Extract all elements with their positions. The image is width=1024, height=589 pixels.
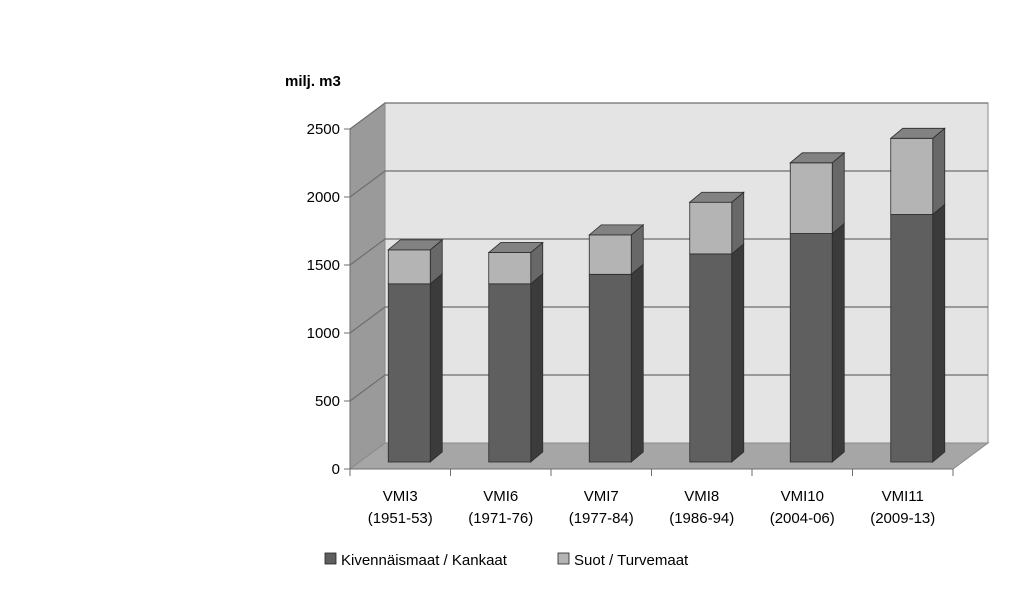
x-tick-label-2-0: VMI7 [584,488,619,505]
bar-side-1-5 [932,127,946,216]
bar-1-3 [688,191,745,255]
y-tick-label-2000: 2000 [307,189,340,206]
left-wall [349,102,386,470]
gridlines [349,102,988,402]
bar-front-0-1 [488,283,532,463]
bar-top-5 [889,127,946,139]
y-tick-label-1500: 1500 [307,257,340,274]
bar-top-1 [487,242,544,253]
x-tick-label-2-1: (1977-84) [569,510,634,527]
bar-side-0-0 [429,272,443,463]
x-tick-label-4-0: VMI10 [781,488,824,505]
bar-side-0-2 [630,263,644,463]
gridline-500 [349,374,988,402]
bar-front-1-5 [890,137,934,215]
gridline-1000 [349,306,988,334]
legend-swatch-suot [557,552,570,565]
bar-side-1-3 [731,191,745,255]
bar-side-0-3 [731,243,745,463]
y-axis-label: milj. m3 [285,73,341,90]
legend: Kivennäismaat / Kankaat Suot / Turvemaat [324,552,689,569]
bar-front-0-0 [387,283,431,463]
bar-front-0-4 [789,233,833,463]
bar-front-0-5 [890,214,934,463]
legend-label-kivennaismaat: Kivennäismaat / Kankaat [341,552,508,569]
bar-1-5 [889,127,946,216]
bar-side-0-5 [932,203,946,463]
bar-0-5 [890,203,946,463]
x-tick-label-5-1: (2009-13) [870,510,935,527]
x-tick-label-5-0: VMI11 [882,488,924,505]
bar-top-4 [789,152,846,164]
gridline-1500 [349,238,988,266]
legend-swatch-kivennaismaat [324,552,337,565]
bar-1-0 [387,238,444,285]
bar-1-2 [588,224,645,276]
bar-0-0 [387,272,443,463]
bar-front-1-1 [488,252,532,285]
bar-front-0-3 [689,253,733,463]
bar-front-1-4 [789,162,833,234]
legend-label-suot: Suot / Turvemaat [574,552,689,569]
y-tick-label-2500: 2500 [307,121,340,138]
bar-1-1 [487,241,544,285]
bar-top-0 [387,239,444,251]
x-tick-label-1-0: VMI6 [483,488,518,505]
x-tick-label-4-1: (2004-06) [770,510,835,527]
bar-top-3 [688,191,745,203]
gridline-2500 [349,102,988,130]
bar-top-2 [588,224,645,236]
bars [387,127,946,463]
y-tick-label-0: 0 [332,461,340,478]
y-tick-label-1000: 1000 [307,325,340,342]
bar-front-1-2 [588,234,632,275]
bar-0-1 [488,272,544,463]
bar-0-3 [689,243,745,463]
y-axis-ticks: 0 500 1000 1500 2000 2500 [307,121,351,478]
bar-front-0-2 [588,273,632,463]
bar-1-4 [789,151,846,235]
bar-side-0-4 [831,222,845,463]
bar-front-1-3 [689,201,733,255]
bar-0-2 [588,263,644,463]
x-tick-label-3-1: (1986-94) [669,510,734,527]
x-tick-label-1-1: (1971-76) [468,510,533,527]
bar-0-4 [789,222,845,463]
bar-front-1-0 [387,249,431,285]
bar-side-1-4 [831,151,845,235]
x-tick-label-3-0: VMI8 [684,488,719,505]
x-axis: VMI3 (1951-53) VMI6 (1971-76) VMI7 (1977-84) V… [349,468,954,527]
x-tick-label-0-1: (1951-53) [368,510,433,527]
gridline-2000 [349,170,988,198]
bar-side-0-1 [530,272,544,463]
x-tick-label-0-0: VMI3 [383,488,418,505]
y-tick-label-500: 500 [315,393,340,410]
